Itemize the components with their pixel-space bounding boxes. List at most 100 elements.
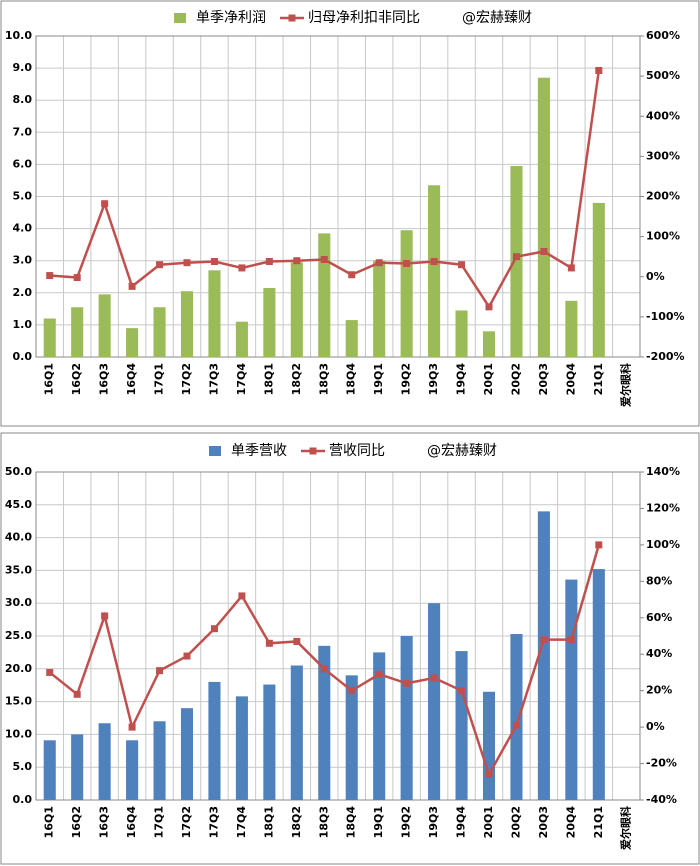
marker — [512, 721, 520, 729]
bar — [510, 166, 523, 357]
y-tick-label: 10.0 — [5, 727, 32, 740]
y2-tick-label: 20% — [646, 684, 672, 697]
y2-tick-label: 600% — [646, 29, 680, 42]
bar — [71, 307, 84, 357]
y2-tick-label: -200% — [646, 350, 685, 363]
y2-tick-label: 300% — [646, 149, 680, 162]
x-tick-label: 21Q1 — [592, 363, 605, 395]
x-tick-label: 17Q2 — [180, 806, 193, 838]
bar — [318, 645, 331, 800]
x-tick-label: 20Q1 — [482, 363, 495, 395]
marker — [156, 261, 164, 269]
bar — [537, 511, 550, 800]
bar — [208, 270, 221, 357]
marker — [101, 200, 109, 208]
legend-label: 单季净利润 — [196, 10, 266, 26]
y2-tick-label: 0% — [646, 270, 665, 283]
y2-tick-label: -100% — [646, 310, 685, 323]
marker — [46, 668, 54, 676]
x-tick-label: 20Q4 — [564, 363, 577, 396]
marker — [128, 282, 136, 290]
x-tick-label: 17Q1 — [153, 363, 166, 395]
plot-frame — [35, 35, 641, 358]
x-tick-label: 19Q1 — [372, 363, 385, 395]
bar — [373, 652, 386, 800]
bar — [180, 291, 194, 357]
marker — [183, 652, 191, 660]
marker — [595, 541, 603, 549]
x-tick-label: 19Q2 — [400, 806, 413, 838]
y-tick-label: 3.0 — [13, 254, 33, 267]
x-tick-label: 19Q2 — [400, 363, 413, 395]
y2-tick-label: 400% — [646, 109, 680, 122]
y2-tick-label: -20% — [646, 757, 677, 770]
x-tick-label: 20Q2 — [509, 363, 522, 395]
marker — [540, 247, 548, 255]
y-tick-label: 45.0 — [5, 498, 32, 511]
y2-tick-label: 500% — [646, 69, 680, 82]
bar — [98, 723, 111, 800]
bar — [455, 310, 468, 357]
x-tick-label: 17Q1 — [153, 806, 166, 838]
x-tick-label: 17Q3 — [207, 806, 220, 838]
x-tick-label: 19Q3 — [427, 363, 440, 395]
bar — [126, 740, 139, 800]
bar — [235, 321, 248, 357]
x-tick-label: 18Q1 — [262, 806, 275, 838]
x-tick-label: 16Q3 — [98, 363, 111, 395]
marker — [512, 253, 520, 261]
marker — [210, 258, 218, 266]
x-tick-label: 18Q3 — [317, 806, 330, 838]
x-tick-label: 20Q4 — [564, 806, 577, 839]
y2-tick-label: 200% — [646, 190, 680, 203]
bar — [98, 294, 111, 357]
marker — [293, 257, 301, 265]
x-tick-label: 18Q3 — [317, 363, 330, 395]
y-tick-label: 50.0 — [5, 465, 32, 478]
x-tick-label: 19Q3 — [427, 806, 440, 838]
bar — [592, 569, 605, 800]
marker — [348, 271, 356, 279]
bar — [153, 307, 166, 357]
x-tick-label: 爱尔眼科 — [618, 806, 632, 850]
marker — [458, 687, 466, 695]
bar — [235, 696, 248, 800]
marker — [595, 67, 603, 75]
watermark: @宏赫臻财 — [462, 10, 532, 26]
x-tick-label: 16Q1 — [43, 363, 56, 395]
marker — [458, 261, 466, 269]
marker — [567, 636, 575, 644]
x-tick-label: 19Q4 — [455, 363, 468, 396]
x-tick-label: 17Q4 — [235, 363, 248, 396]
y-tick-label: 35.0 — [5, 563, 32, 576]
y2-tick-label: 120% — [646, 501, 680, 514]
marker — [403, 260, 411, 268]
y-tick-label: 2.0 — [13, 286, 33, 299]
legend-label: 营收同比 — [329, 443, 385, 459]
bar — [400, 230, 413, 357]
x-tick-label: 17Q3 — [207, 363, 220, 395]
y2-tick-label: -40% — [646, 793, 677, 806]
y-tick-label: 25.0 — [5, 629, 32, 642]
legend-label: 归母净利扣非同比 — [308, 9, 420, 26]
marker — [73, 274, 81, 282]
bar — [455, 651, 468, 800]
marker — [73, 690, 81, 698]
y-tick-label: 0.0 — [13, 793, 33, 806]
legend-label: 单季营收 — [231, 443, 287, 459]
bar — [373, 260, 386, 357]
y-tick-label: 6.0 — [13, 157, 33, 170]
x-tick-label: 16Q3 — [98, 806, 111, 838]
bar — [153, 721, 166, 800]
x-tick-label: 18Q4 — [345, 363, 358, 396]
watermark: @宏赫臻财 — [427, 443, 497, 459]
bar — [263, 684, 276, 800]
marker — [375, 670, 383, 678]
x-tick-label: 17Q4 — [235, 806, 248, 839]
y2-tick-label: 0% — [646, 720, 665, 733]
x-tick-label: 17Q2 — [180, 363, 193, 395]
bar — [428, 185, 441, 357]
bar — [482, 691, 496, 800]
marker — [101, 612, 109, 620]
